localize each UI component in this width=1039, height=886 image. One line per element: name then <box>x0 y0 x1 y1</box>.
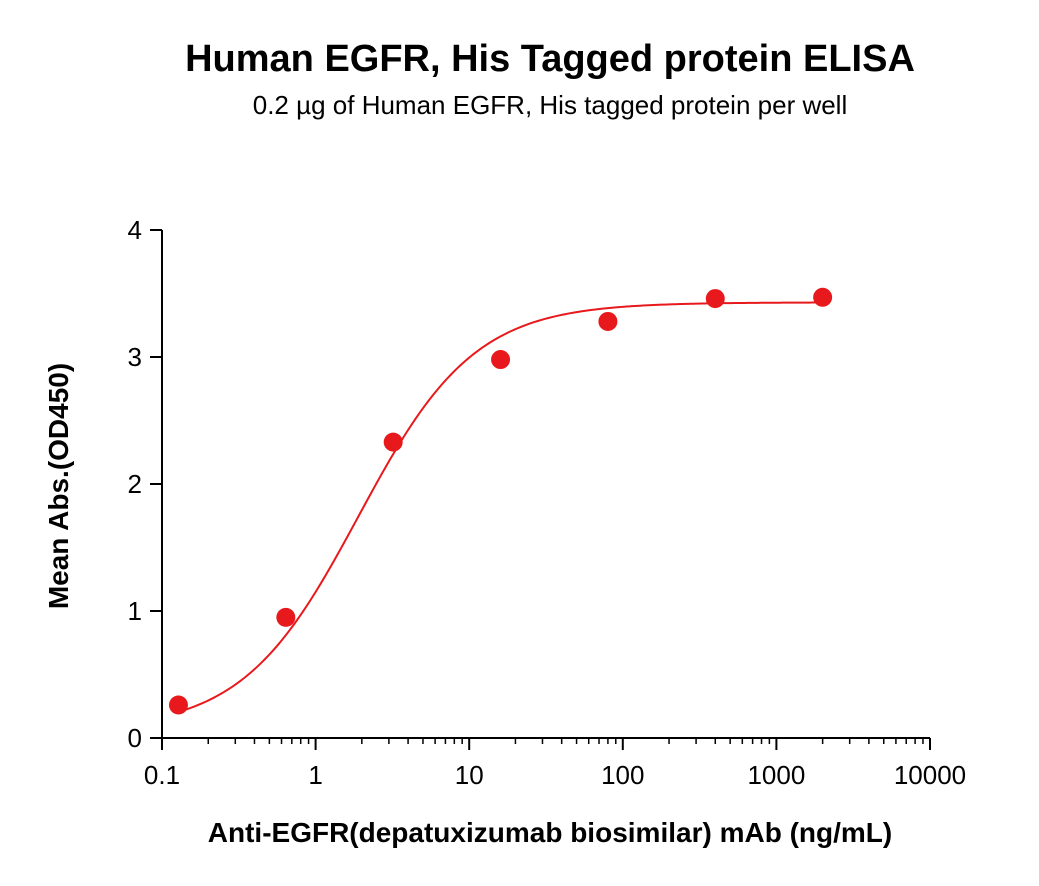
data-point <box>276 607 296 627</box>
x-tick-label: 10000 <box>894 760 966 790</box>
x-tick-label: 1 <box>308 760 322 790</box>
y-tick-label: 4 <box>128 215 142 245</box>
x-tick-label: 100 <box>601 760 644 790</box>
data-point <box>168 695 188 715</box>
chart-subtitle: 0.2 µg of Human EGFR, His tagged protein… <box>252 90 848 120</box>
y-tick-label: 3 <box>128 342 142 372</box>
chart-title: Human EGFR, His Tagged protein ELISA <box>185 38 915 80</box>
data-point <box>598 311 618 331</box>
x-tick-label: 0.1 <box>144 760 180 790</box>
x-tick-label: 10 <box>455 760 484 790</box>
data-points-layer <box>168 287 833 715</box>
data-point <box>491 350 511 370</box>
y-tick-label: 2 <box>128 469 142 499</box>
data-point <box>813 287 833 307</box>
data-point <box>383 432 403 452</box>
data-point <box>705 289 725 309</box>
x-axis-label: Anti-EGFR(depatuxizumab biosimilar) mAb … <box>208 817 892 848</box>
y-axis-label: Mean Abs.(OD450) <box>43 363 74 609</box>
x-tick-label: 1000 <box>747 760 805 790</box>
y-tick-label: 1 <box>128 596 142 626</box>
axes: 0 1 2 3 4 0.1 1 10 100 1000 10000 <box>128 215 967 790</box>
y-tick-label: 0 <box>128 723 142 753</box>
